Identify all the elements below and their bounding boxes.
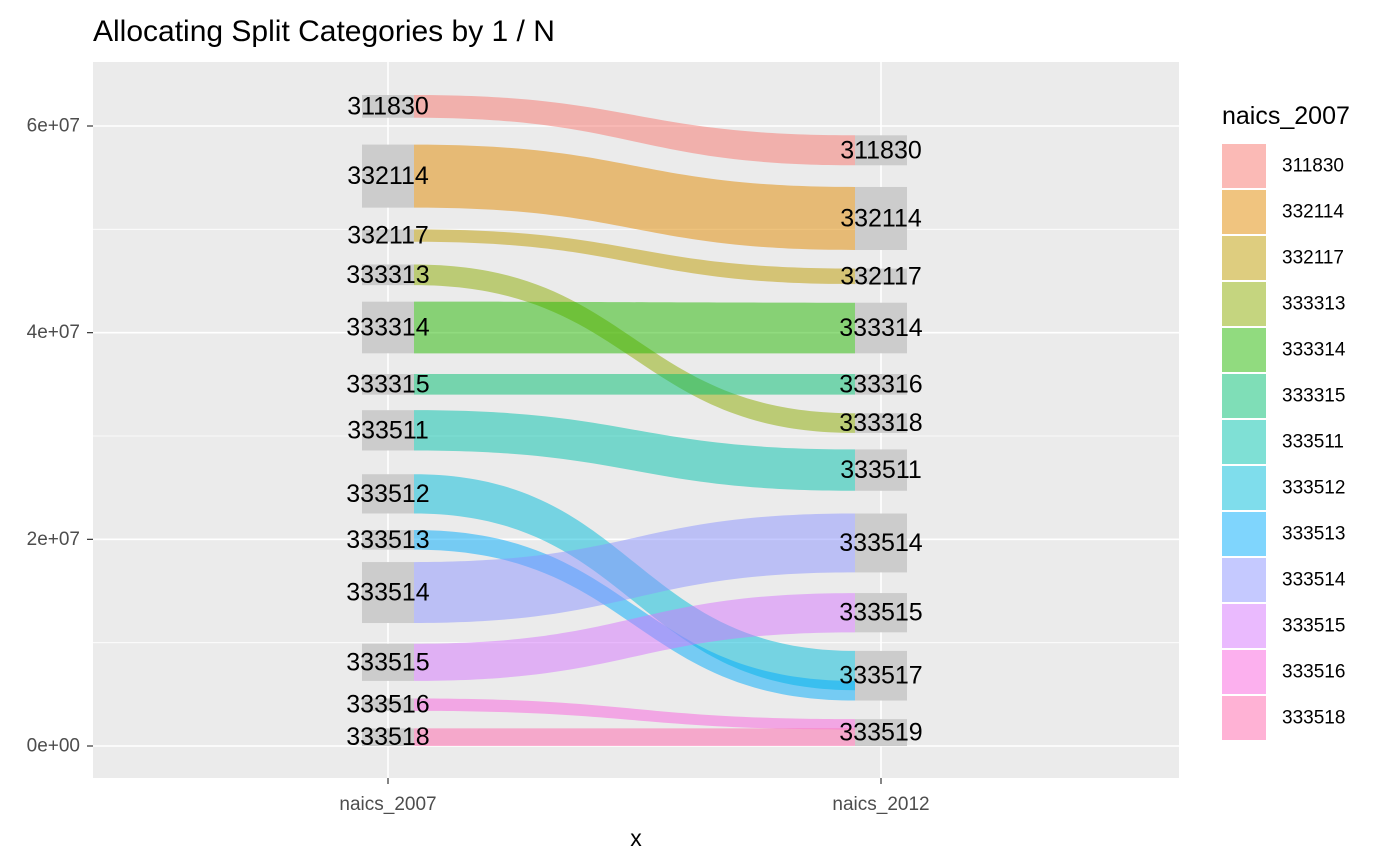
naics-2007-stratum-label: 333313: [346, 261, 429, 289]
flow-332117-to-332117: [414, 229, 855, 285]
legend-key-333515: [1222, 604, 1266, 648]
naics-2012-stratum-label: 333318: [839, 409, 922, 437]
naics-2007-stratum-332114: [362, 144, 414, 208]
flow-333511-to-333511: [414, 410, 855, 491]
naics-2007-stratum-label: 333514: [346, 579, 430, 607]
legend-label-333512: 333512: [1282, 478, 1345, 499]
x-tick-label: naics_2012: [832, 794, 929, 815]
naics-2007-stratum-label: 333518: [346, 723, 429, 751]
naics-2012-stratum-333316: [855, 374, 907, 395]
naics-2012-stratum-333318: [855, 413, 907, 433]
flow-333514-to-333514: [414, 513, 855, 624]
flow-333315-to-333316: [414, 374, 855, 395]
naics-2007-stratum-label: 333515: [346, 648, 429, 676]
strata: 311830 332114 332117 333313 333314 333315 3335…: [346, 92, 923, 751]
naics-2012-stratum-332114: [855, 186, 907, 250]
naics-2012-stratum-311830: [855, 135, 907, 166]
legend-label-311830: 311830: [1282, 156, 1344, 177]
legend-label-333315: 333315: [1282, 386, 1345, 407]
y-tick-label: 2e+07: [27, 529, 80, 550]
legend-key-333513: [1222, 512, 1266, 556]
naics-2007-stratum-333515: [362, 643, 414, 681]
legend-label-333516: 333516: [1282, 662, 1345, 683]
legend-key-333315: [1222, 374, 1266, 418]
flow-311830-to-311830: [414, 95, 855, 166]
naics-2012-stratum-333314: [855, 302, 907, 354]
naics-2012-stratum-label: 332114: [840, 204, 922, 232]
y-tick-label: 0e+00: [27, 736, 80, 757]
naics-2007-stratum-333518: [362, 728, 414, 746]
flow-333518-to-333519: [414, 728, 855, 746]
naics-2012-stratum-label: 333316: [839, 370, 922, 398]
naics-2007-stratum-label: 333511: [347, 416, 429, 444]
naics-2007-stratum-333315: [362, 374, 414, 395]
naics-2007-stratum-label: 333516: [346, 691, 429, 719]
naics-2012-stratum-333519: [855, 719, 907, 746]
naics-2007-stratum-333512: [362, 474, 414, 514]
legend-key-333516: [1222, 650, 1266, 694]
legend-label-332117: 332117: [1282, 248, 1344, 269]
naics-2007-stratum-label: 333314: [346, 314, 430, 342]
naics-2007-stratum-label: 332114: [347, 162, 429, 190]
naics-2012-stratum-label: 333514: [839, 529, 923, 557]
flow-333516-to-333519: [414, 698, 855, 730]
naics-2007-stratum-332117: [362, 229, 414, 242]
legend-label-333511: 333511: [1282, 432, 1344, 453]
naics-2012-stratum-label: 333519: [839, 719, 922, 747]
legend-key-333313: [1222, 282, 1266, 326]
legend-label-333514: 333514: [1282, 570, 1346, 591]
naics-2012-stratum-333515: [855, 593, 907, 633]
legend-key-332114: [1222, 190, 1266, 234]
naics-2007-stratum-311830: [362, 95, 414, 118]
chart-title: Allocating Split Categories by 1 / N: [93, 15, 555, 48]
legend-label-333314: 333314: [1282, 340, 1346, 361]
legend-key-311830: [1222, 144, 1266, 188]
naics-2007-stratum-label: 311830: [347, 92, 429, 120]
axes: 0e+00 2e+07 4e+07 6e+07 naics_2007 naics_2012: [27, 116, 930, 816]
naics-2012-stratum-label: 332117: [840, 262, 922, 290]
naics-2007-stratum-333513: [362, 530, 414, 550]
naics-2012-stratum-label: 311830: [840, 136, 922, 164]
y-tick-label: 6e+07: [27, 116, 80, 137]
naics-2012-stratum-label: 333314: [839, 314, 923, 342]
legend-key-333518: [1222, 696, 1266, 740]
flow-333513-to-333517: [414, 530, 855, 701]
legend-key-333511: [1222, 420, 1266, 464]
legend-label-333518: 333518: [1282, 708, 1345, 729]
x-tick-label: naics_2007: [339, 794, 436, 815]
naics-2012-stratum-332117: [855, 268, 907, 285]
naics-2007-stratum-label: 332117: [347, 222, 429, 250]
legend-label-333313: 333313: [1282, 294, 1345, 315]
naics-2007-stratum-333516: [362, 698, 414, 711]
legend-key-333512: [1222, 466, 1266, 510]
naics-2012-stratum-333514: [855, 513, 907, 573]
naics-2012-stratum-label: 333517: [839, 662, 922, 690]
naics-2007-stratum-333511: [362, 410, 414, 451]
flow-332114-to-332114: [414, 144, 855, 250]
naics-2007-stratum-label: 333512: [346, 480, 429, 508]
legend-key-333514: [1222, 558, 1266, 602]
flow-333515-to-333515: [414, 593, 855, 681]
legend-key-332117: [1222, 236, 1266, 280]
legend-label-333515: 333515: [1282, 616, 1345, 637]
y-tick-label: 4e+07: [27, 322, 80, 343]
naics-2007-stratum-333514: [362, 562, 414, 624]
naics-2007-stratum-label: 333513: [346, 526, 429, 554]
naics-2012-stratum-333517: [855, 650, 907, 701]
legend-label-333513: 333513: [1282, 524, 1345, 545]
flows: [414, 95, 855, 746]
naics-2007-stratum-333313: [362, 264, 414, 286]
naics-2012-stratum-label: 333515: [839, 599, 922, 627]
naics-2007-stratum-label: 333315: [346, 370, 429, 398]
flow-333314-to-333314: [414, 301, 855, 354]
naics-2012-stratum-label: 333511: [840, 456, 922, 484]
legend-title: naics_2007: [1222, 102, 1350, 130]
x-axis-title: x: [630, 825, 642, 851]
naics-2012-stratum-333511: [855, 449, 907, 491]
legend-label-332114: 332114: [1282, 202, 1344, 223]
naics-2007-stratum-333314: [362, 301, 414, 354]
legend: naics_2007 311830 332114 332117 333313 33331…: [1222, 102, 1350, 740]
legend-key-333314: [1222, 328, 1266, 372]
